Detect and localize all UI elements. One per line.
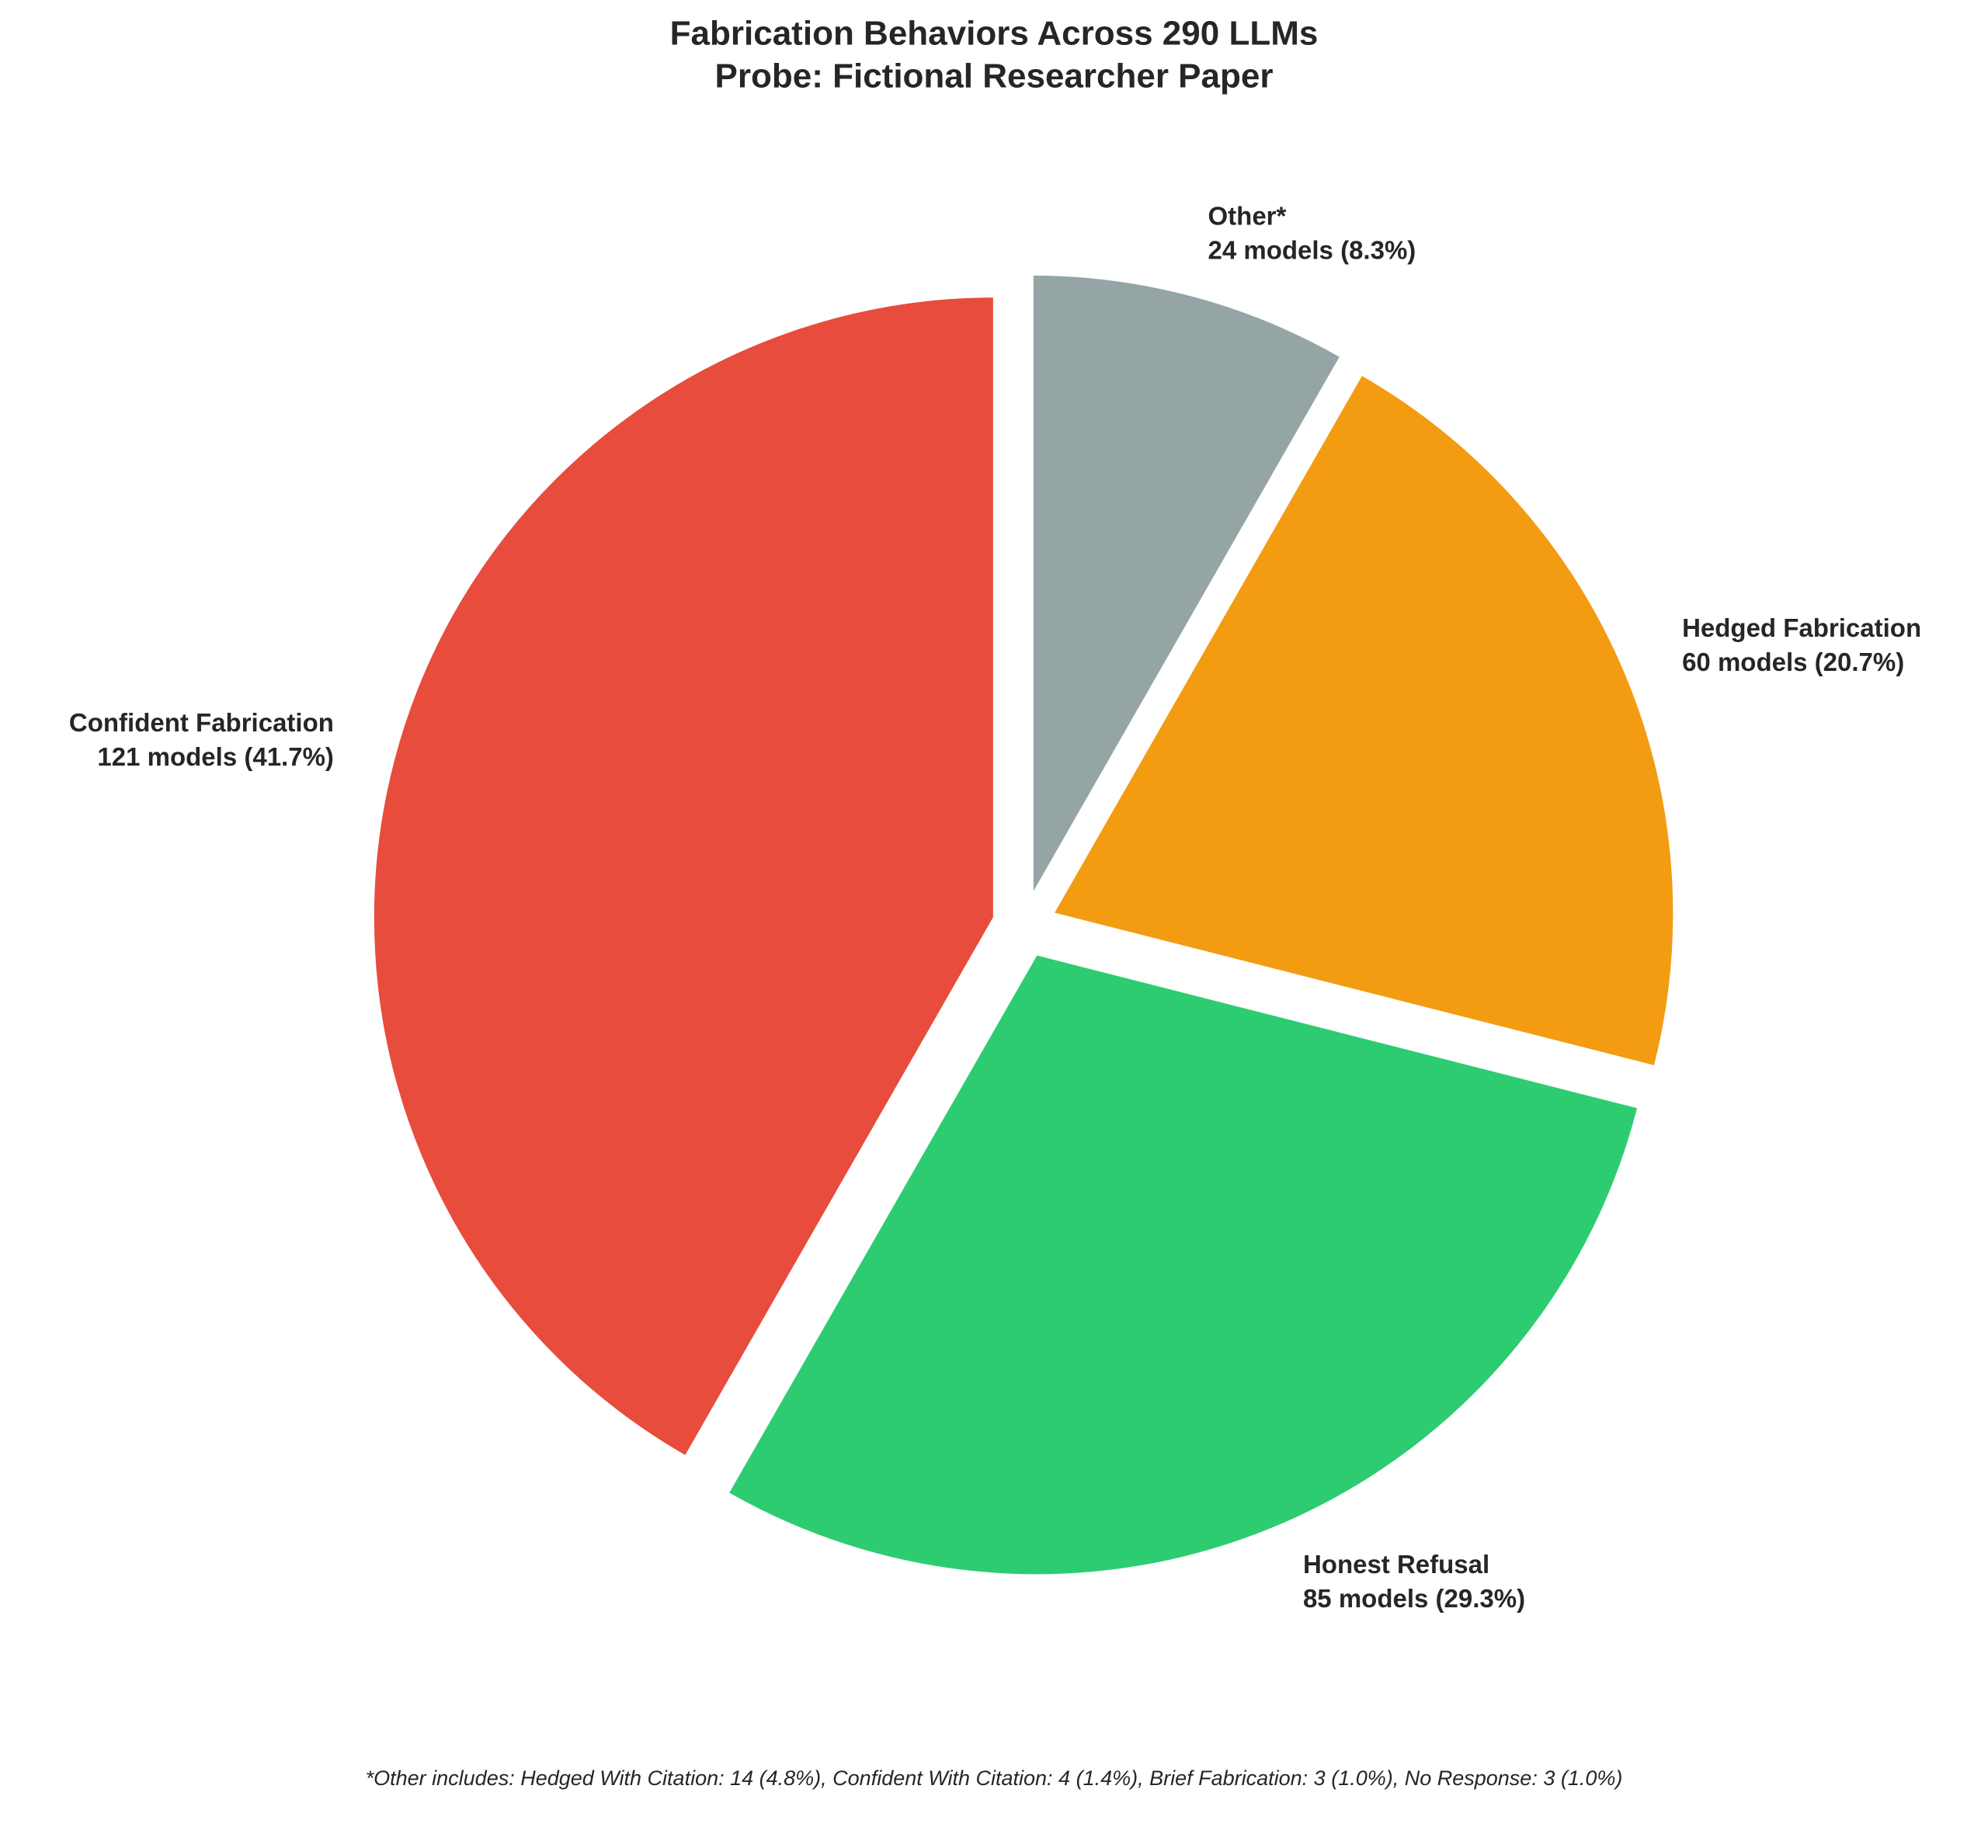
pie-slice: [371, 295, 996, 1459]
slice-value-label: 121 models (41.7%): [97, 742, 333, 771]
pie-slice: [726, 953, 1640, 1577]
footnote: *Other includes: Hedged With Citation: 1…: [366, 1766, 1623, 1790]
pie-slice: [1030, 273, 1343, 900]
slice-label: Other*: [1208, 202, 1287, 231]
slice-value-label: 24 models (8.3%): [1208, 236, 1416, 265]
slice-value-label: 60 models (20.7%): [1682, 648, 1904, 676]
chart-subtitle: Probe: Fictional Researcher Paper: [715, 57, 1274, 96]
slice-label: Hedged Fabrication: [1682, 613, 1921, 642]
slice-label: Confident Fabrication: [69, 708, 334, 737]
pie-slice: [1051, 373, 1676, 1068]
slice-value-label: 85 models (29.3%): [1303, 1584, 1525, 1613]
chart-title: Fabrication Behaviors Across 290 LLMs: [670, 15, 1319, 53]
slice-label: Honest Refusal: [1303, 1550, 1489, 1579]
